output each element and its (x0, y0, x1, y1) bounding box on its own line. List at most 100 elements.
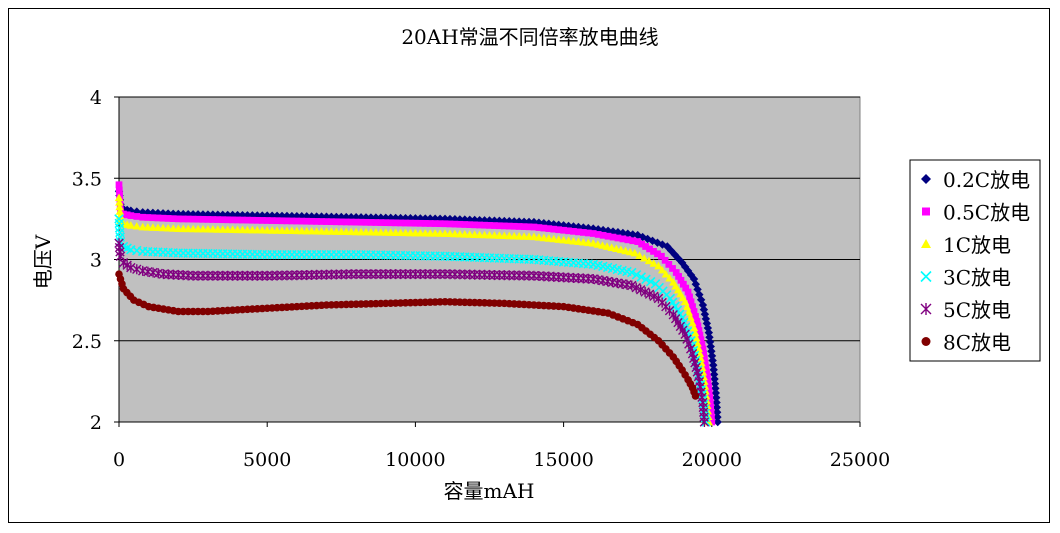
data-point (692, 333, 701, 342)
data-point (214, 216, 222, 223)
data-point (421, 220, 429, 227)
data-point (298, 217, 306, 225)
data-point (505, 222, 513, 230)
data-point (115, 181, 123, 189)
data-point (529, 217, 539, 227)
data-point (635, 284, 646, 295)
legend: 0.2C放电 0.5C放电 1C放电 3C放电 5C放电 8C放电 (909, 159, 1041, 362)
data-point (690, 308, 698, 315)
legend-marker (920, 303, 932, 315)
data-point (699, 416, 710, 428)
data-point (382, 219, 390, 227)
data-point (640, 254, 649, 262)
data-point (132, 221, 141, 230)
data-point (560, 226, 567, 234)
data-point (133, 213, 141, 220)
legend-item: 8C放电 (921, 331, 1011, 355)
data-point (642, 243, 649, 250)
data-point (491, 222, 498, 229)
data-point (706, 393, 714, 401)
y-axis-label: 电压V (31, 234, 55, 289)
data-point (244, 216, 251, 224)
data-point (695, 327, 703, 334)
data-point (407, 219, 414, 227)
data-point (446, 220, 454, 228)
data-point (665, 273, 674, 282)
data-point (584, 223, 593, 233)
data-point (623, 229, 633, 238)
data-point (392, 219, 399, 227)
data-point (649, 259, 658, 267)
data-point (333, 218, 340, 226)
legend-marker (921, 174, 931, 184)
data-point (485, 216, 494, 225)
data-point (496, 222, 503, 230)
data-point (700, 350, 708, 357)
data-point (650, 248, 657, 255)
data-point (614, 234, 622, 242)
data-point (645, 276, 656, 287)
data-point (127, 212, 135, 219)
data-point (698, 340, 706, 348)
data-point (318, 218, 325, 225)
data-point (713, 417, 722, 427)
data-point (631, 282, 641, 293)
data-point (144, 214, 152, 221)
data-point (441, 220, 449, 228)
data-point (362, 218, 370, 226)
data-point (711, 388, 721, 398)
data-point (708, 413, 715, 421)
legend-marker (921, 239, 931, 248)
data-point (693, 317, 701, 325)
data-point (179, 209, 188, 219)
data-point (713, 412, 722, 422)
data-point (194, 215, 202, 223)
series-1 (115, 181, 716, 426)
data-point (704, 328, 714, 337)
legend-item: 1C放电 (921, 233, 1011, 257)
data-point (308, 217, 316, 225)
data-point (372, 219, 380, 226)
data-point (712, 398, 721, 407)
data-point (500, 222, 508, 230)
data-point (224, 216, 232, 224)
data-point (624, 236, 632, 244)
data-point (179, 215, 187, 223)
data-point (589, 230, 597, 237)
legend-label: 5C放电 (943, 298, 1011, 322)
data-point (640, 286, 650, 298)
data-point (565, 227, 572, 235)
data-point (679, 280, 687, 288)
data-point (674, 254, 683, 263)
data-point (515, 223, 523, 230)
data-point (273, 217, 281, 225)
y-tick-label: 3 (90, 250, 102, 272)
series-2 (114, 193, 714, 426)
data-point (677, 258, 687, 267)
data-point (510, 222, 518, 230)
data-point (691, 392, 700, 400)
data-point (658, 252, 665, 260)
data-point (700, 310, 710, 319)
data-point (677, 276, 685, 284)
data-point (707, 408, 715, 416)
data-point (199, 215, 207, 223)
data-point (630, 248, 639, 257)
legend-marker (922, 207, 930, 216)
legend-label: 0.2C放电 (943, 168, 1030, 192)
x-tick-label: 15000 (533, 449, 593, 471)
x-tick-label: 10000 (385, 449, 445, 471)
data-point (696, 295, 706, 304)
data-point (263, 217, 271, 224)
data-point (550, 225, 558, 233)
data-point (686, 293, 693, 301)
data-point (705, 388, 713, 396)
data-point (643, 234, 652, 244)
data-point (347, 218, 355, 226)
data-point (164, 215, 172, 222)
data-point (609, 233, 617, 241)
data-point (184, 215, 192, 223)
data-point (132, 207, 141, 216)
data-point (701, 359, 709, 367)
